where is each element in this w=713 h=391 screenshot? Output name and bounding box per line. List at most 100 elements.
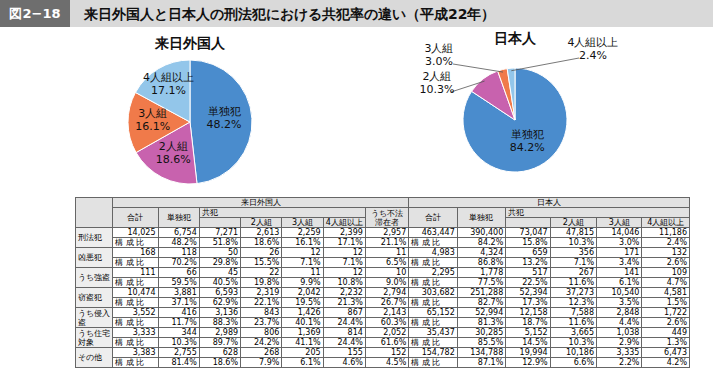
column-header: 合計 [113, 208, 158, 228]
count-cell: 1,369 [282, 328, 323, 338]
count-cell: 7,588 [550, 308, 596, 318]
count-row: その他3,3832,755628268205155152154,782134,7… [76, 348, 690, 358]
ratio-cell: 14.5% [506, 338, 550, 348]
ratio-cell: 29.8% [199, 258, 240, 268]
figure-label-box [0, 0, 70, 27]
count-cell: 267 [550, 268, 596, 278]
count-cell: 867 [323, 308, 365, 318]
ratio-cell: 22.5% [506, 278, 550, 288]
pie-title: 日本人 [494, 30, 537, 46]
ratio-cell: 10.3% [550, 338, 596, 348]
ratio-cell: 24.4% [323, 338, 365, 348]
ratio-cell: 18.6% [241, 238, 282, 248]
count-cell: 19,994 [506, 348, 550, 358]
count-cell: 2,755 [158, 348, 199, 358]
ratio-cell: 40.5% [199, 278, 240, 288]
ratio-cell: 51.8% [199, 238, 240, 248]
count-cell: 3,552 [113, 308, 158, 318]
count-cell: 659 [506, 248, 550, 258]
row-label: うち強盗 [76, 268, 113, 288]
slice-category: 2人組 [423, 70, 452, 83]
count-cell: 1,426 [282, 308, 323, 318]
ratio-cell: 4.7% [642, 278, 690, 288]
ratio-label: 構 成 比 [409, 298, 457, 308]
count-cell: 416 [158, 308, 199, 318]
slice-value: 17.1% [151, 84, 186, 97]
count-cell: 2,319 [241, 288, 282, 298]
ratio-label: 構 成 比 [113, 278, 158, 288]
ratio-cell: 19.5% [282, 298, 323, 308]
ratio-cell: 10.8% [323, 278, 365, 288]
count-cell: 12 [323, 268, 365, 278]
row-label: その他 [76, 348, 113, 368]
slice-category: 3人組 [425, 42, 454, 55]
count-cell: 814 [323, 328, 365, 338]
ratio-cell: 11.6% [550, 318, 596, 328]
column-header: 共犯 [506, 208, 690, 218]
ratio-cell: 17.1% [323, 238, 365, 248]
ratio-cell: 3.5% [597, 298, 642, 308]
ratio-cell: 12.3% [550, 298, 596, 308]
column-header: 共犯 [199, 208, 365, 218]
count-cell: 141 [597, 268, 642, 278]
ratio-cell: 11.6% [550, 278, 596, 288]
count-cell: 11,186 [642, 228, 690, 238]
count-cell: 1,038 [597, 328, 642, 338]
count-cell: 806 [241, 328, 282, 338]
data-labels: 単独犯84.2%2人組10.3%3人組3.0%4人組以上2.4% [420, 36, 619, 154]
ratio-cell: 70.2% [158, 258, 199, 268]
count-cell: 2,399 [323, 228, 365, 238]
count-cell: 26 [241, 248, 282, 258]
count-cell: 73,047 [506, 228, 550, 238]
slice-value: 2.4% [579, 49, 607, 62]
count-cell: 10,474 [113, 288, 158, 298]
count-cell: 168 [113, 248, 158, 258]
row-label: 凶悪犯 [76, 248, 113, 268]
ratio-cell: 16.1% [282, 238, 323, 248]
ratio-cell: 15.5% [241, 258, 282, 268]
count-cell: 268 [241, 348, 282, 358]
slice-value: 48.2% [207, 118, 242, 131]
count-cell: 12 [323, 248, 365, 258]
count-cell: 2,232 [323, 288, 365, 298]
ratio-cell: 7.1% [323, 258, 365, 268]
ratio-cell: 84.2% [457, 238, 505, 248]
ratio-label: 構 成 比 [409, 238, 457, 248]
count-cell: 251,288 [457, 288, 505, 298]
ratio-cell: 81.3% [457, 318, 505, 328]
slice-category: 3人組 [138, 107, 167, 120]
ratio-cell: 26.7% [365, 298, 408, 308]
count-cell: 2,259 [282, 228, 323, 238]
ratio-cell: 24.4% [323, 318, 365, 328]
leader-line [453, 64, 503, 72]
pie-chart [463, 68, 567, 172]
column-header: 3人組 [597, 218, 642, 228]
count-cell: 35,437 [409, 328, 457, 338]
column-header: 4人組以上 [642, 218, 690, 228]
ratio-cell: 1.5% [642, 298, 690, 308]
pie-chart [128, 60, 252, 184]
ratio-cell: 3.0% [597, 238, 642, 248]
column-header: 単独犯 [158, 208, 199, 228]
ratio-cell: 18.6% [199, 358, 240, 368]
ratio-label: 構 成 比 [409, 258, 457, 268]
count-cell: 118 [158, 248, 199, 258]
ratio-cell: 24.2% [241, 338, 282, 348]
ratio-cell: 59.5% [158, 278, 199, 288]
ratio-cell: 88.3% [199, 318, 240, 328]
pie-slice [190, 60, 252, 184]
ratio-cell: 7.1% [282, 258, 323, 268]
ratio-cell: 62.9% [199, 298, 240, 308]
ratio-cell: 4.4% [597, 318, 642, 328]
data-table: 来日外国人日本人合計単独犯共犯うち不法滞在者合計単独犯共犯2人組3人組4人組以上… [75, 197, 690, 368]
count-cell: 7,271 [199, 228, 240, 238]
count-cell: 4,581 [642, 288, 690, 298]
ratio-row: 構 成 比11.7%88.3%23.7%40.1%24.4%60.3%構 成 比… [76, 318, 690, 328]
count-cell: 12,158 [506, 308, 550, 318]
ratio-row: 構 成 比81.4%18.6%7.9%6.1%4.6%4.5%構 成 比87.1… [76, 358, 690, 368]
count-cell: 449 [642, 328, 690, 338]
ratio-cell: 15.8% [506, 238, 550, 248]
figure-label: 図2−18 [9, 6, 60, 21]
ratio-cell: 4.5% [365, 358, 408, 368]
count-cell: 52,994 [457, 308, 505, 318]
